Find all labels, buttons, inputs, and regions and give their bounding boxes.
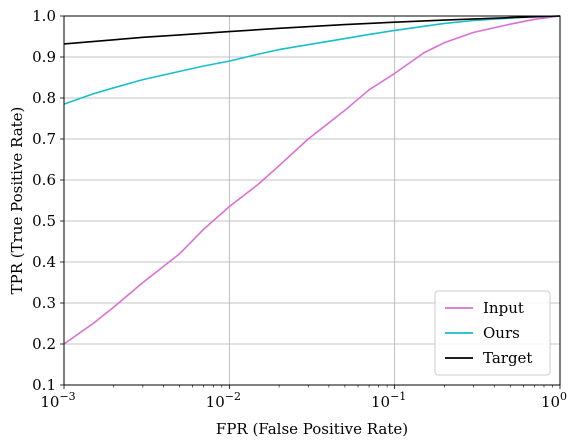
y-tick-label: 0.2 — [32, 335, 56, 353]
legend-label-input: Input — [483, 299, 524, 317]
series-line-ours — [63, 15, 561, 105]
y-axis-ticks: 0.1 0.2 0.3 0.4 0.5 0.6 0.7 0.8 0.9 1.0 — [32, 7, 64, 394]
plot-frame — [63, 15, 561, 386]
legend-label-target: Target — [483, 349, 532, 367]
y-tick-label: 0.9 — [32, 48, 56, 66]
legend: Input Ours Target — [434, 290, 551, 376]
x-axis-label: FPR (False Positive Rate) — [216, 420, 408, 438]
y-tick-label: 1.0 — [32, 7, 56, 25]
y-tick-label: 0.6 — [32, 171, 56, 189]
x-tick-label: 100 — [541, 390, 567, 411]
x-tick-label: 10−1 — [371, 390, 406, 411]
x-tick-label: 10−3 — [40, 390, 75, 411]
series-line-input — [63, 15, 561, 345]
x-tick-exponent: −3 — [59, 390, 75, 403]
legend-box — [434, 290, 551, 376]
x-axis-ticks: 10−3 10−2 10−1 100 — [40, 385, 567, 411]
x-tick-base: 10 — [371, 393, 390, 411]
x-tick-base: 10 — [40, 393, 59, 411]
x-tick-exponent: 0 — [560, 390, 567, 403]
series-line-target — [63, 15, 561, 45]
x-tick-base: 10 — [206, 393, 225, 411]
y-tick-label: 0.1 — [32, 376, 56, 394]
x-tick-exponent: −2 — [225, 390, 241, 403]
y-tick-label: 0.8 — [32, 89, 56, 107]
y-tick-label: 0.5 — [32, 212, 56, 230]
y-axis-label: TPR (True Positive Rate) — [8, 107, 26, 295]
x-tick-exponent: −1 — [390, 390, 406, 403]
y-tick-label: 0.7 — [32, 130, 56, 148]
series-layer — [63, 15, 561, 345]
legend-label-ours: Ours — [483, 324, 520, 342]
y-tick-label: 0.3 — [32, 294, 56, 312]
y-tick-label: 0.4 — [32, 253, 56, 271]
x-tick-label: 10−2 — [206, 390, 241, 411]
x-tick-base: 10 — [541, 393, 560, 411]
x-minor-ticks — [113, 385, 553, 388]
